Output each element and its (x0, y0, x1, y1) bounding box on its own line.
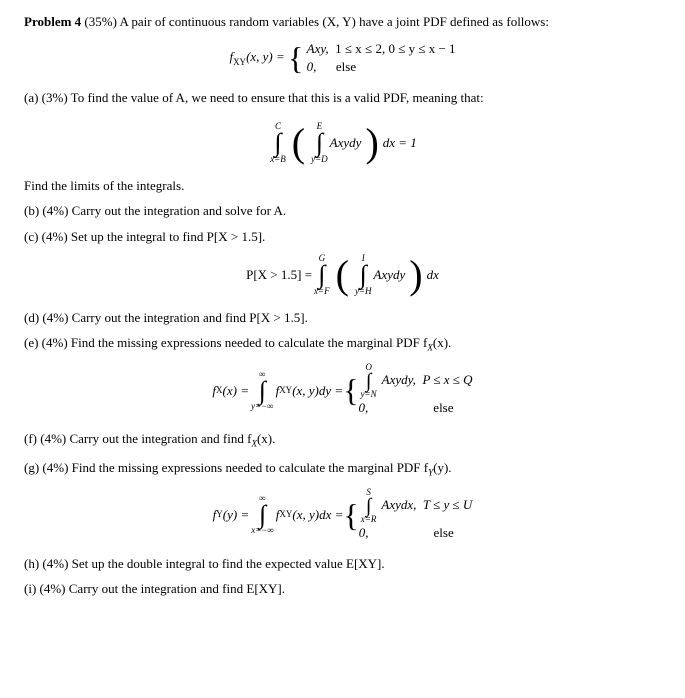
case1-expr: Axy, (307, 41, 329, 56)
pdf-sub: XY (233, 56, 246, 66)
g-case1-cond: T ≤ y ≤ U (423, 497, 472, 512)
part-d: (d) (4%) Carry out the integration and f… (24, 308, 661, 328)
g-int2-lower: x=R (361, 515, 377, 524)
part-d-label: (d) (4%) Carry out the integration and f… (24, 310, 308, 325)
dx-c: dx (427, 265, 439, 285)
part-a: (a) (3%) To find the value of A, we need… (24, 88, 661, 108)
case2-expr: 0, (307, 59, 317, 74)
part-i-label: (i) (4%) Carry out the integration and f… (24, 581, 285, 596)
part-a-tail: Find the limits of the integrals. (24, 176, 661, 196)
part-f-label: (f) (4%) Carry out the integration and f… (24, 431, 251, 446)
e-integrand1-tail: (x, y)dy = (292, 381, 343, 401)
problem-weight: (35%) (84, 14, 117, 29)
part-h: (h) (4%) Set up the double integral to f… (24, 554, 661, 574)
part-g-eq: fY(y) = ∞ ∫ x=−∞ fXY(x, y)dx = { S ∫ x=R… (24, 488, 661, 542)
e-lhs-args: (x) = (223, 381, 249, 401)
part-b-label: (b) (4%) Carry out the integration and s… (24, 203, 286, 218)
g-int1-lower: x=−∞ (251, 526, 274, 535)
e-integrand1-sub: XY (279, 384, 292, 398)
g-case1-expr: Axydx, (381, 497, 416, 512)
part-b: (b) (4%) Carry out the integration and s… (24, 201, 661, 221)
g-lhs-args: (y) = (223, 505, 249, 525)
part-a-label: (a) (3%) To find the value of A, we need… (24, 90, 484, 105)
part-c-label: (c) (4%) Set up the integral to find P[X… (24, 229, 265, 244)
part-a-tail-text: Find the limits of the integrals. (24, 178, 184, 193)
int1-lower: x=B (270, 155, 286, 164)
e-int1-lower: y=−∞ (251, 402, 274, 411)
g-case2-cond: else (434, 525, 454, 540)
part-f: (f) (4%) Carry out the integration and f… (24, 429, 661, 451)
pdf-def: fXY(x, y) = { Axy, 1 ≤ x ≤ 2, 0 ≤ y ≤ x … (24, 40, 661, 76)
part-e-tail: (x). (433, 335, 451, 350)
part-h-label: (h) (4%) Set up the double integral to f… (24, 556, 385, 571)
g-integrand1-sub: XY (279, 508, 292, 522)
part-c-eq: P[X > 1.5] = G ∫ x=F ( I ∫ y=H Axydy ) d… (24, 254, 661, 295)
int2-lower: y=D (311, 155, 328, 164)
part-c-lhs: P[X > 1.5] = (246, 265, 312, 285)
part-e: (e) (4%) Find the missing expressions ne… (24, 333, 661, 355)
e-int2-lower: y=N (361, 390, 377, 399)
part-e-label: (e) (4%) Find the missing expressions ne… (24, 335, 427, 350)
problem-header: Problem 4 (35%) A pair of continuous ran… (24, 12, 661, 32)
e-case1-cond: P ≤ x ≤ Q (422, 372, 472, 387)
integrand-a: Axydy (330, 133, 362, 153)
c-int2-lower: y=H (355, 287, 372, 296)
case1-cond: 1 ≤ x ≤ 2, 0 ≤ y ≤ x − 1 (335, 41, 455, 56)
problem-intro: A pair of continuous random variables (X… (119, 14, 549, 29)
problem-title: Problem 4 (24, 14, 81, 29)
part-g-tail: (y). (433, 460, 451, 475)
part-e-eq: fX(x) = ∞ ∫ y=−∞ fXY(x, y)dy = { O ∫ y=N… (24, 363, 661, 417)
case2-cond: else (336, 59, 356, 74)
g-case2-expr: 0, (359, 525, 369, 540)
dx-a: dx = 1 (383, 133, 417, 153)
part-c: (c) (4%) Set up the integral to find P[X… (24, 227, 661, 247)
part-g-label: (g) (4%) Find the missing expressions ne… (24, 460, 428, 475)
g-integrand1-tail: (x, y)dx = (292, 505, 343, 525)
part-g: (g) (4%) Find the missing expressions ne… (24, 458, 661, 480)
pdf-args: (x, y) = (246, 49, 288, 64)
c-int1-lower: x=F (314, 287, 330, 296)
e-case1-expr: Axydy, (382, 372, 416, 387)
part-f-tail: (x). (257, 431, 275, 446)
integrand-c: Axydy (374, 265, 406, 285)
part-a-eq: C ∫ x=B ( E ∫ y=D Axydy ) dx = 1 (24, 115, 661, 163)
part-i: (i) (4%) Carry out the integration and f… (24, 579, 661, 599)
e-case2-expr: 0, (359, 400, 369, 415)
e-case2-cond: else (433, 400, 453, 415)
